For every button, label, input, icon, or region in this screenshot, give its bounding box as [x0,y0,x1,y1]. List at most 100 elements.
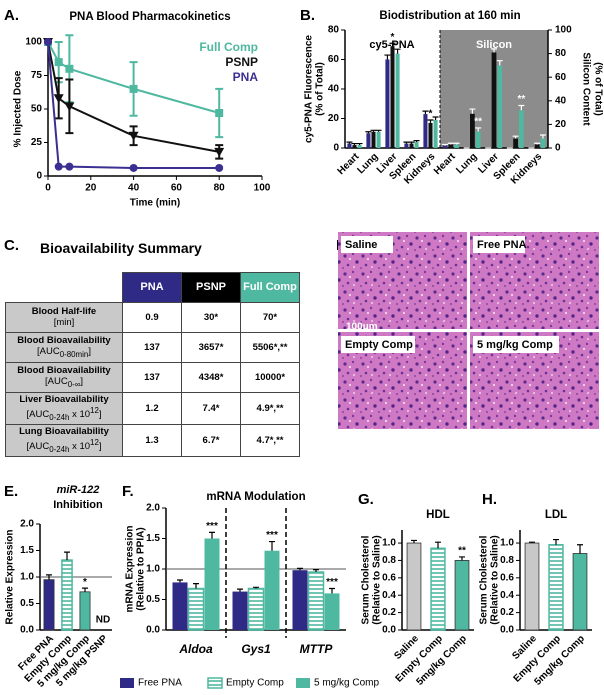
x-tick-label: 0 [45,183,51,194]
y-tick-label: 60 [555,72,567,83]
bar [518,110,524,148]
row-unit: [AUC0-24h x 1012] [8,405,120,423]
unit-text: 0-24h [49,444,70,454]
error-bar [435,541,441,549]
significance-label: *** [326,577,338,588]
y-axis-label: (Relative to Saline) [372,535,383,624]
row-unit: [min] [8,317,120,328]
bar [497,65,503,148]
y-axis-label: % Injected Dose [13,70,24,147]
bar [43,579,55,631]
error-bar [413,140,420,143]
y-tick-label: 0.0 [382,625,396,636]
table-cell: 6.7* [181,423,241,457]
error-bar [209,531,215,539]
legend-label: Full Comp [199,40,258,54]
table-cell: 5506*,** [240,331,300,363]
bar [414,142,419,148]
error-bar [394,48,401,54]
y-tick-label: 0.8 [382,555,396,566]
table-cell: 137 [122,331,182,363]
table-cell: 30* [181,301,241,333]
unit-text: x 10 [69,408,91,420]
bar [442,145,448,148]
chart-title: Biodistribution at 160 min [379,10,520,22]
error-bar [411,539,417,544]
y-tick-label: 0.5 [20,598,34,609]
y-axis-label: (% of Total) [592,62,603,116]
bar [366,133,371,148]
bar [475,131,481,148]
point [54,162,63,171]
chart-title: miR-122 [57,484,100,496]
image-label: 5 mg/kg Comp [477,339,553,351]
y-tick-label: 1.5 [146,533,160,544]
column-header: Full Comp [240,272,300,303]
error-bar [82,587,88,592]
chart-title: mRNA Modulation [206,491,305,503]
scale-bar-label: 100μm [346,322,378,333]
bar [204,538,220,630]
bar [357,145,362,148]
y-tick-label: 0.2 [382,607,396,618]
y-axis-label: Serum Cholesterol [361,535,372,624]
unit-text: [AUC [37,345,60,357]
row-unit: [AUC0-24h x 1012] [8,437,120,455]
error-bar [389,42,396,47]
significance-label: ** [458,546,466,557]
x-tick-label: Lung [355,151,380,176]
row-header: Liver Bioavailability [AUC0-24h x 1012] [5,391,123,425]
table-row: Blood Half-life [min] 0.9 30* 70* [5,301,300,333]
significance-label: * [83,577,87,588]
bar [61,559,73,631]
error-bar [384,54,391,60]
header-blank [6,273,123,303]
unit-text: [AUC [26,440,50,452]
bar [264,550,280,630]
significance-label: *** [266,530,278,541]
x-tick-label: 40 [128,183,140,194]
column-header: PSNP [181,272,241,303]
bar [376,131,381,148]
point [44,38,52,46]
bar [406,542,422,631]
table-cell: 137 [122,361,182,393]
x-tick-label: Aldoa [178,642,213,656]
error-bar [422,110,429,115]
y-tick-label: 0 [555,143,561,154]
error-bar [442,143,449,146]
y-tick-label: 0 [333,143,339,154]
error-bar [193,583,199,589]
panel-letter: A. [4,7,19,24]
point [128,131,139,141]
bar [79,591,91,631]
y-tick-label: 0.6 [382,572,396,583]
row-label: Blood Bioavailability [17,334,111,346]
row-label: Blood Half-life [31,306,97,317]
error-bar [177,579,183,583]
table-cell: 70* [240,301,300,333]
bar [423,114,428,148]
bar [371,131,376,148]
row-header: Blood Bioavailability [AUC0-∞] [5,361,123,393]
legend-swatch [120,678,134,688]
legend-label: Free PNA [138,678,182,689]
error-bar [491,48,497,53]
section-label: Silicon [476,39,512,51]
table-cell: 1.2 [122,391,182,425]
bar [395,53,400,148]
point [129,84,138,93]
error-bar [370,129,377,132]
image-label-box [341,336,415,353]
table-cell: 4348* [181,361,241,393]
y-tick-label: 2.0 [20,519,34,530]
row-label: Blood Bioavailability [17,364,111,376]
error-bar [475,127,482,132]
bar [433,119,438,148]
row-label: Lung Bioavailability [19,425,109,437]
table-row: Blood Bioavailability [AUC0-∞] 137 4348* 100… [5,361,300,393]
unit-text: 0-24h [49,412,70,422]
point [215,109,224,118]
bar [572,553,588,631]
